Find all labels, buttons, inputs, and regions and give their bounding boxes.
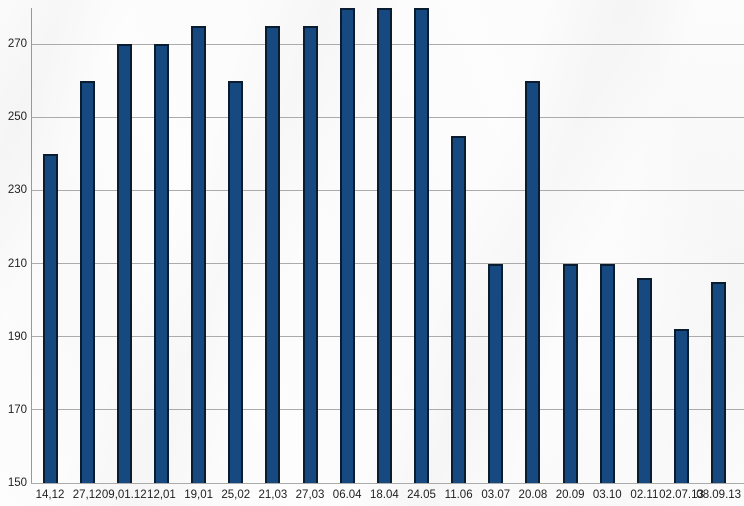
bar-08.09.13 (711, 281, 727, 483)
bar-18.04 (376, 7, 392, 483)
x-tick-label: 11.06 (444, 489, 473, 501)
bar-19,01 (191, 25, 207, 483)
bar-02.07.13 (674, 329, 690, 483)
x-tick-label: 27,03 (295, 489, 325, 501)
bar-20.08 (525, 80, 541, 483)
x-tick-label: 21,03 (258, 489, 288, 501)
bar-24.05 (414, 7, 429, 483)
x-tick-label: 18.04 (369, 489, 399, 501)
x-tick-label: 12,01 (147, 489, 176, 501)
bar-20.09 (562, 263, 578, 483)
x-tick-label: 20.08 (518, 489, 548, 501)
x-tick-label: 27,12 (72, 489, 102, 501)
bar-02.11 (636, 278, 652, 483)
y-tick-label: 210 (7, 257, 27, 270)
x-tick-label: 03.10 (592, 489, 622, 501)
x-tick-label: 20.09 (555, 489, 585, 501)
bar-27,03 (302, 25, 318, 483)
y-tick-label: 190 (7, 330, 27, 343)
y-tick-label: 170 (7, 403, 27, 416)
x-tick-label: 02.07.13 (659, 489, 704, 501)
bar-11.06 (451, 135, 467, 483)
x-tick-label: 14,12 (35, 489, 65, 501)
y-tick-label: 230 (7, 184, 27, 197)
x-tick-label: 09,01.12 (101, 489, 147, 501)
bar-12,01 (153, 44, 169, 483)
value-axis-line (31, 7, 32, 483)
bar-27,12 (79, 80, 95, 483)
y-tick-label: 150 (7, 477, 27, 489)
bar-25,02 (228, 80, 244, 483)
bar-03.07 (488, 263, 504, 483)
y-tick-label: 270 (7, 38, 27, 51)
x-tick-label: 06.04 (332, 489, 362, 501)
bar-14,12 (42, 153, 58, 483)
x-tick-label: 25,02 (221, 489, 251, 501)
bar-21,03 (265, 25, 281, 483)
bar-09,01.12 (116, 44, 132, 483)
x-tick-label: 03.07 (481, 489, 511, 501)
category-axis-line (31, 482, 744, 484)
x-tick-label: 19,01 (184, 489, 213, 501)
y-tick-label: 250 (7, 111, 27, 124)
bar-06.04 (339, 7, 355, 483)
x-tick-label: 02.11 (630, 489, 659, 501)
x-tick-label: 08.09.13 (696, 489, 742, 501)
x-tick-label: 24.05 (407, 489, 436, 501)
bar-03.10 (599, 263, 615, 483)
